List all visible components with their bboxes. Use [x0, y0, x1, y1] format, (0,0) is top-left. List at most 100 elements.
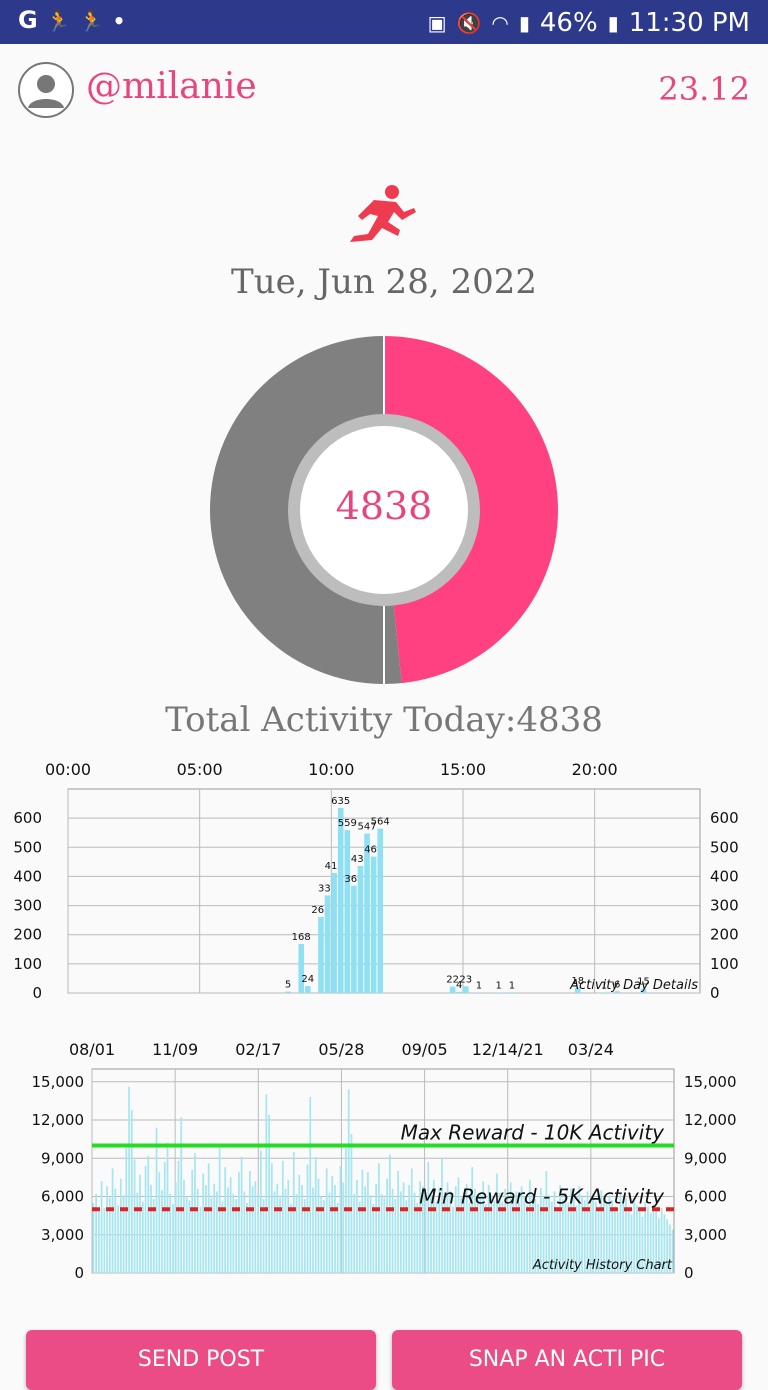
- hist-bar: [410, 1168, 413, 1273]
- day-y-tick-label-right: 200: [710, 926, 739, 944]
- hist-bar: [367, 1172, 369, 1273]
- hist-bar: [139, 1174, 141, 1273]
- hist-bar: [191, 1169, 194, 1273]
- day-y-tick-label-left: 600: [13, 809, 42, 827]
- activity-date: Tue, Jun 28, 2022: [231, 262, 537, 302]
- activity-history-chart: 08/01 11/09 02/17 05/28 09/05 12/14/21 03/24 0 0…: [0, 1035, 768, 1295]
- hist-bar: [493, 1200, 496, 1273]
- hist-bar: [163, 1162, 166, 1273]
- hist-reward-line-label: Min Reward - 5K Activity: [419, 1184, 665, 1208]
- hist-bar: [476, 1199, 479, 1273]
- hist-bar: [361, 1169, 364, 1273]
- hist-bar: [254, 1181, 257, 1273]
- hist-bar: [356, 1179, 358, 1273]
- hist-bar: [501, 1201, 504, 1273]
- day-bar: [298, 944, 304, 993]
- hist-bar: [262, 1199, 265, 1273]
- hist-x-tick-label: 12/14/21: [472, 1040, 544, 1059]
- send-post-button[interactable]: SEND POST: [26, 1330, 376, 1390]
- hist-bar: [243, 1191, 246, 1273]
- hist-bar: [174, 1182, 177, 1273]
- signal-icon: ▮: [518, 11, 530, 35]
- hist-bar: [658, 1218, 660, 1273]
- hist-bar: [161, 1190, 163, 1273]
- hist-bar: [331, 1176, 334, 1273]
- hist-bar: [589, 1209, 592, 1273]
- day-bar-label: 1: [601, 981, 607, 992]
- day-x-tick-label: 05:00: [177, 760, 223, 779]
- hist-bar: [224, 1167, 227, 1273]
- hist-bar: [594, 1201, 597, 1273]
- day-bar: [344, 830, 351, 993]
- hist-bar: [353, 1193, 356, 1273]
- hist-bar: [281, 1160, 284, 1273]
- hist-bar: [216, 1191, 218, 1273]
- hist-bar: [150, 1185, 152, 1273]
- snap-pic-button[interactable]: SNAP AN ACTI PIC: [392, 1330, 742, 1390]
- battery-percent: 46%: [539, 8, 598, 38]
- day-bar-label: 168: [292, 932, 311, 943]
- day-bar: [509, 992, 515, 994]
- hist-bar: [421, 1186, 424, 1273]
- hist-bar: [482, 1181, 485, 1273]
- hist-bar: [194, 1153, 196, 1273]
- hist-bar: [394, 1199, 397, 1273]
- hist-x-tick-label: 05/28: [318, 1040, 364, 1059]
- hist-bar: [369, 1195, 372, 1273]
- hist-bar: [655, 1210, 658, 1273]
- hist-bar: [507, 1207, 509, 1273]
- runner-notification-icon-2: 🏃: [79, 9, 105, 33]
- hist-y-tick-label-left: 3,000: [41, 1226, 84, 1244]
- hist-bar: [276, 1183, 279, 1273]
- hist-bar: [158, 1172, 161, 1273]
- day-bar-label: 15: [637, 977, 650, 988]
- username[interactable]: @milanie: [86, 66, 257, 107]
- avatar[interactable]: [18, 62, 74, 118]
- hist-bar: [545, 1171, 548, 1273]
- hist-bar: [188, 1200, 191, 1273]
- hist-bar: [273, 1191, 276, 1273]
- day-bar: [364, 833, 370, 993]
- hist-bar: [130, 1109, 133, 1273]
- hist-bar: [581, 1195, 583, 1273]
- hist-bar: [290, 1204, 292, 1273]
- day-y-tick-label-right: 500: [710, 838, 739, 856]
- runner-notification-icon: 🏃: [46, 9, 71, 33]
- hist-bar: [399, 1191, 402, 1273]
- hist-bar: [534, 1199, 537, 1273]
- hist-bar: [323, 1200, 325, 1273]
- day-chart-title: Activity Day Details: [569, 978, 698, 993]
- hist-y-tick-label-left: 0: [74, 1264, 84, 1282]
- hist-bar: [342, 1182, 345, 1273]
- day-y-tick-label-left: 0: [32, 984, 42, 1002]
- hist-y-tick-label-right: 0: [684, 1264, 694, 1282]
- hist-bar: [238, 1172, 240, 1273]
- hist-bar: [542, 1197, 545, 1273]
- nfc-icon: ▣: [427, 11, 447, 35]
- hist-bar: [147, 1155, 150, 1273]
- hist-chart-title: Activity History Chart: [532, 1258, 673, 1273]
- day-bar: [305, 986, 311, 993]
- hist-bar: [526, 1205, 528, 1273]
- day-bar-label: 4: [456, 980, 462, 991]
- day-bar-label: 5: [285, 980, 291, 991]
- hist-bar: [641, 1216, 644, 1273]
- hist-bar: [496, 1173, 498, 1273]
- day-bar-label: 23: [459, 974, 472, 985]
- status-bar: G 🏃 🏃 • ▣ 🔇 ◠ ▮ 46% ▮ 11:30 PM: [0, 0, 768, 44]
- hist-bar: [229, 1177, 232, 1273]
- hist-bar: [210, 1197, 213, 1273]
- hist-bar: [375, 1183, 378, 1273]
- hist-bar: [449, 1191, 452, 1273]
- hist-bar: [605, 1204, 608, 1273]
- day-bar-label: 6: [614, 979, 620, 990]
- hist-bar: [564, 1192, 567, 1273]
- hist-bar: [652, 1204, 655, 1273]
- hist-bar: [666, 1219, 669, 1273]
- hist-bar: [531, 1193, 534, 1273]
- hist-bar: [616, 1211, 619, 1273]
- hist-bar: [183, 1179, 185, 1273]
- balance: 23.12: [658, 70, 750, 108]
- hist-x-tick-label: 11/09: [152, 1040, 198, 1059]
- hist-bar: [350, 1134, 353, 1273]
